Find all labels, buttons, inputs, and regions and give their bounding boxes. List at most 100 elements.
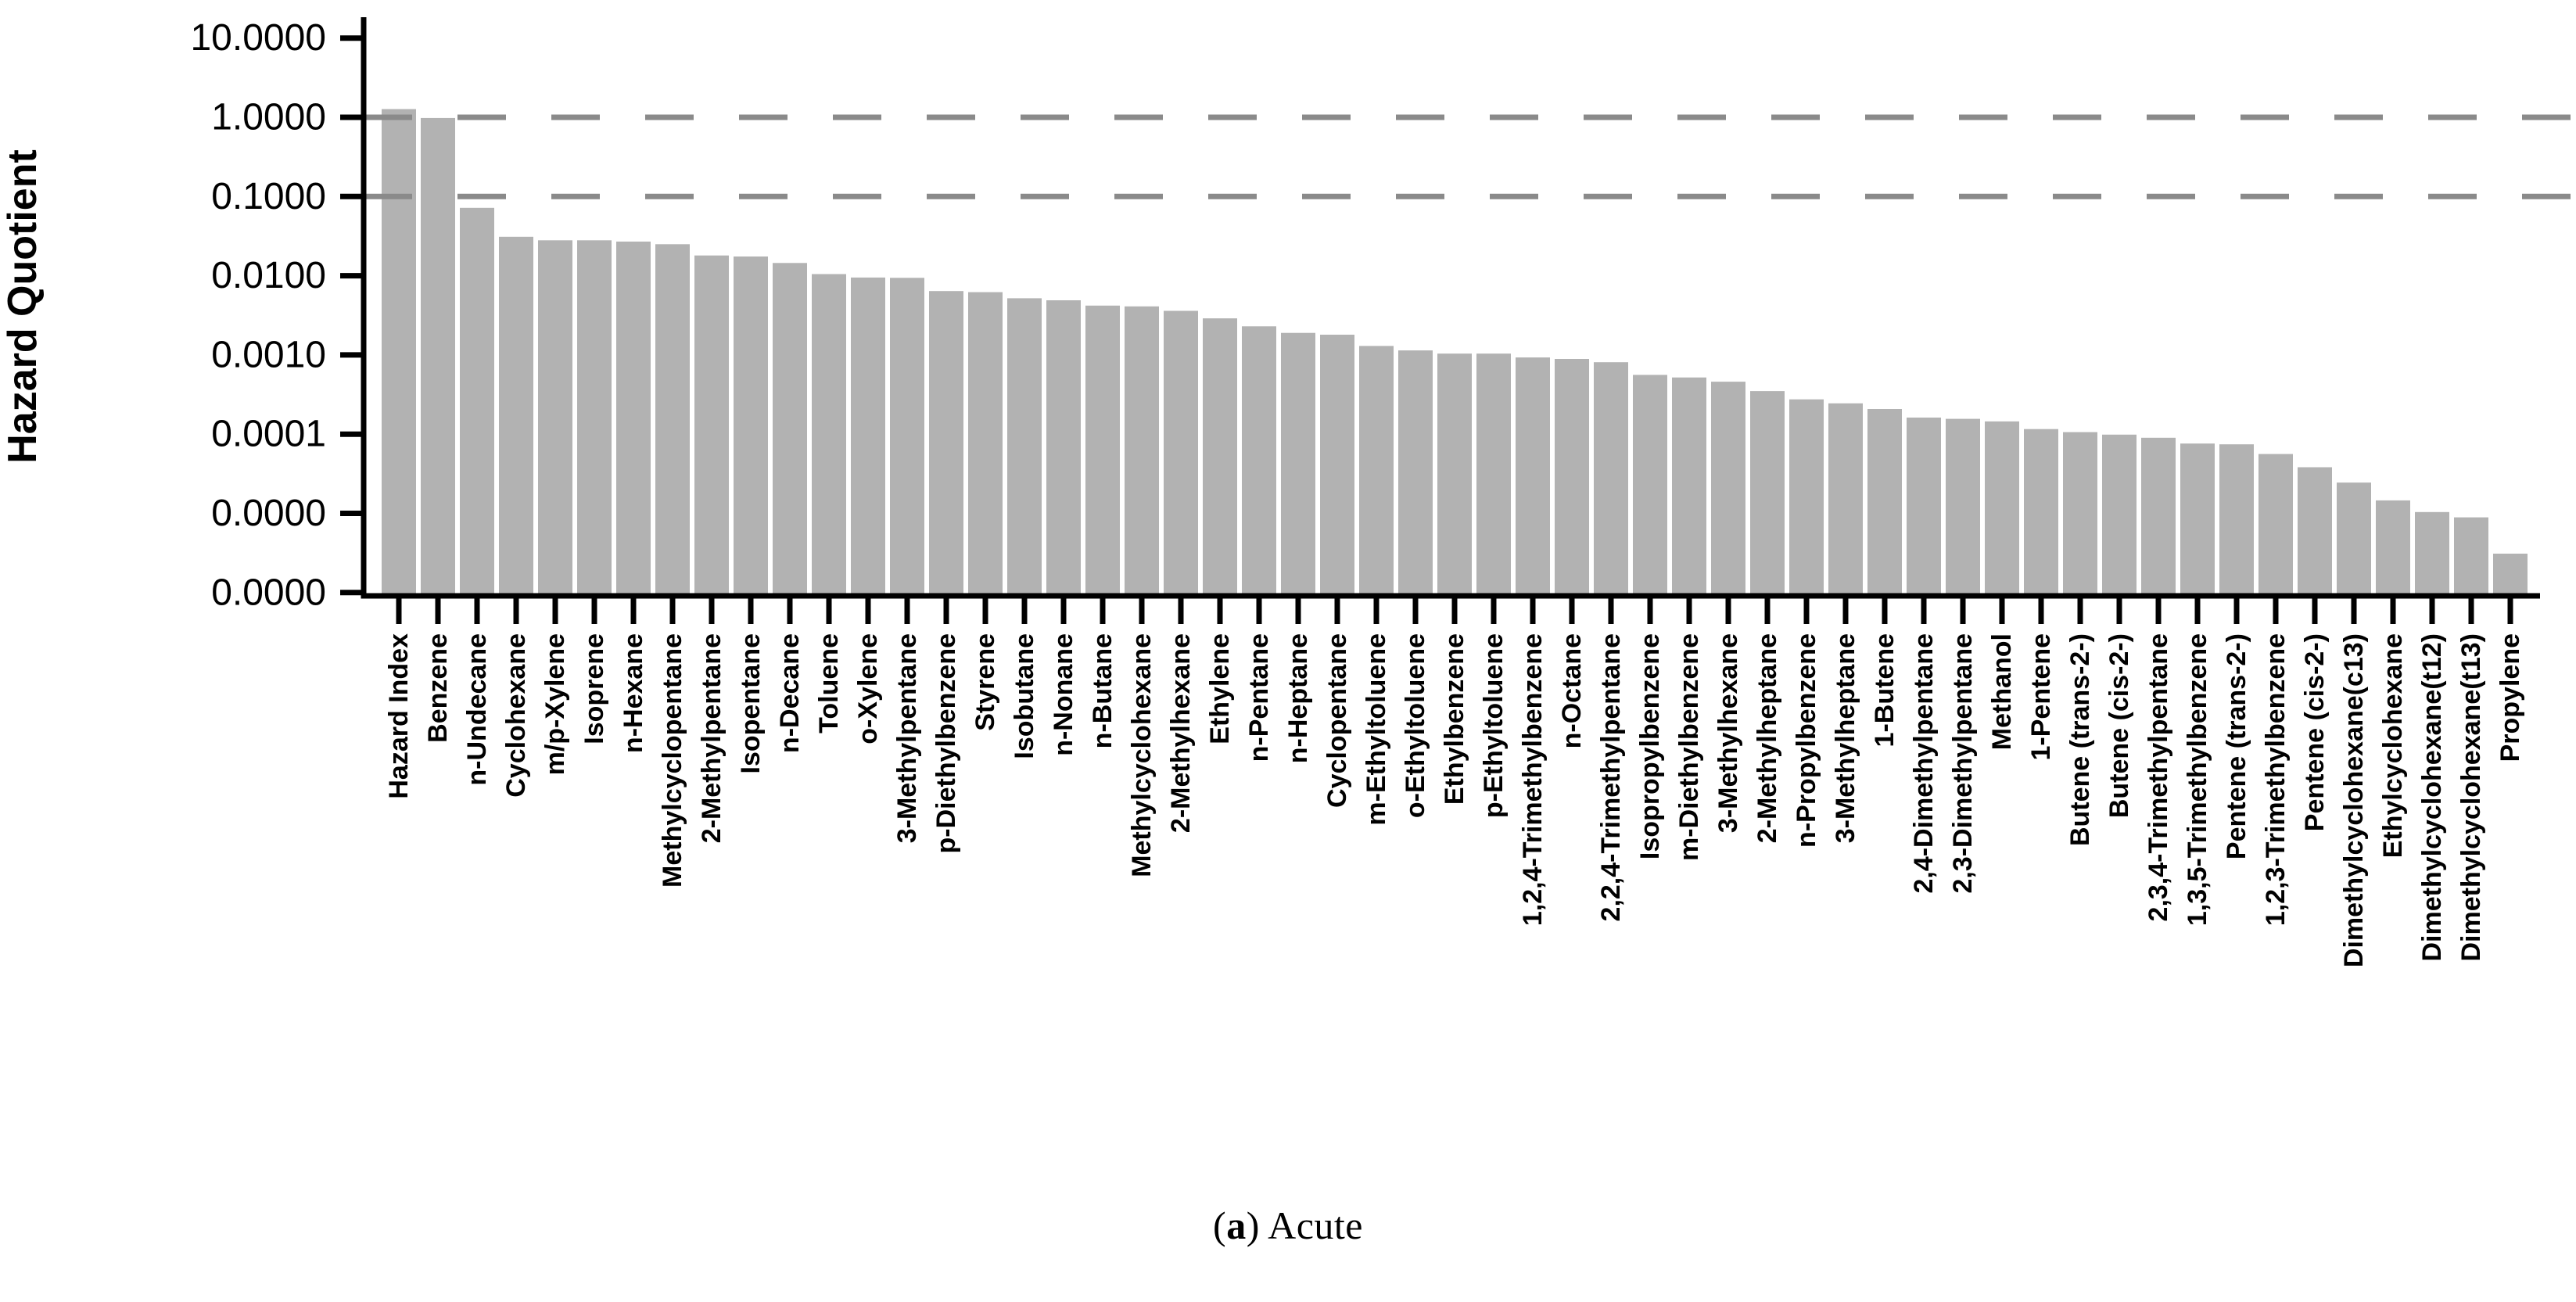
bar (734, 256, 768, 596)
bar (1555, 359, 1589, 596)
bar (421, 117, 455, 596)
bar (2454, 517, 2488, 596)
bar (616, 241, 651, 596)
x-tick-label: n-Hexane (619, 633, 648, 753)
x-tick-label: Ethylbenzene (1440, 633, 1469, 805)
bar (1907, 418, 1941, 596)
x-tick-label: n-Heptane (1283, 633, 1313, 763)
x-tick-label: Methylcyclohexane (1127, 633, 1157, 877)
x-tick-label: n-Octane (1557, 633, 1587, 748)
y-tick-label: 0.0000 (211, 493, 326, 534)
x-tick-label: Ethylene (1205, 633, 1235, 744)
x-tick-label: Styrene (970, 633, 1000, 731)
bar (1437, 353, 1472, 596)
y-tick-label: 0.0000 (211, 572, 326, 613)
y-tick-label: 0.1000 (211, 176, 326, 217)
bar (968, 292, 1003, 596)
bar (812, 274, 846, 596)
x-tick-label: 1,2,4-Trimethylbenzene (1518, 633, 1548, 926)
bar (2376, 500, 2410, 596)
y-tick-labels-group: 10.0000 1.0000 0.1000 0.0100 0.0010 0.0001 0.0… (190, 17, 364, 613)
x-tick-label: 3-Methylhexane (1713, 633, 1743, 833)
x-tick-label: Isopropylbenzene (1635, 633, 1665, 859)
hazard-quotient-bar-chart: 10.0000 1.0000 0.1000 0.0100 0.0010 0.0001 0.0… (0, 17, 2573, 967)
x-tick-label: Cyclopentane (1322, 633, 1352, 808)
y-tick-label: 10.0000 (190, 17, 326, 59)
figure-caption: (a) Acute (0, 1203, 2576, 1248)
bar (1398, 350, 1433, 596)
bar (577, 240, 612, 596)
bar (1516, 357, 1550, 596)
bar (1476, 353, 1511, 596)
bar (1985, 421, 2019, 596)
bar (1046, 300, 1081, 596)
x-tick-label: Dimethylcyclohexane(t12) (2417, 633, 2447, 962)
y-axis-title: Hazard Quotient (0, 149, 45, 464)
bar (1007, 298, 1042, 596)
x-tick-label: Isobutane (1010, 633, 1039, 759)
bar (499, 236, 533, 596)
bar (2415, 511, 2449, 596)
bars-group (382, 109, 2528, 596)
x-tick-label: m-Ethyltoluene (1362, 633, 1391, 826)
bar (890, 278, 924, 596)
bar (1320, 335, 1354, 596)
x-tick-label: Butene (trans-2-) (2065, 633, 2095, 846)
bar (1359, 346, 1394, 596)
bar (2298, 467, 2332, 596)
x-tick-label: p-Diethylbenzene (931, 633, 961, 853)
bar (1085, 305, 1120, 596)
bar (2219, 444, 2254, 596)
bar (2337, 482, 2371, 596)
axes-group (361, 17, 2540, 599)
x-tick-label: Butene (cis-2-) (2104, 633, 2134, 818)
x-tick-label: Methanol (1987, 633, 2017, 750)
x-tick-label: Isoprene (579, 633, 609, 744)
bar (1281, 332, 1315, 596)
bar (1633, 375, 1667, 596)
bar (1867, 409, 1902, 596)
caption-pre: ( (1213, 1203, 1227, 1247)
x-tick-label: m-Diethylbenzene (1674, 633, 1704, 861)
x-tick-label: n-Undecane (462, 633, 492, 786)
x-tick-label: n-Nonane (1049, 633, 1078, 756)
x-tick-label: 2,4-Dimethylpentane (1909, 633, 1939, 894)
caption-post: ) Acute (1246, 1203, 1363, 1247)
x-tick-label: 1,2,3-Trimethylbenzene (2261, 633, 2291, 926)
bar (460, 207, 494, 596)
x-tick-label: Methylcyclopentane (658, 633, 687, 888)
x-tick-label: Ethylcyclohexane (2378, 633, 2408, 858)
x-tick-label: 2,3-Dimethylpentane (1948, 633, 1978, 894)
bar (2102, 434, 2137, 596)
bar (1672, 377, 1706, 596)
x-tick-label: n-Pentane (1244, 633, 1274, 762)
x-tick-label: 3-Methylheptane (1831, 633, 1860, 843)
x-tick-label: Toluene (814, 633, 844, 733)
bar (929, 291, 963, 596)
bar (1946, 418, 1980, 596)
reference-lines-group (364, 114, 2573, 199)
bar (1125, 306, 1159, 596)
bar (1750, 391, 1785, 596)
y-tick-label: 1.0000 (211, 97, 326, 138)
x-tick-label: Hazard Index (384, 633, 414, 799)
x-tick-labels-group: Hazard Index Benzene n-Undecane Cyclohexane… (384, 598, 2525, 967)
x-tick-label: 2-Methylpentane (697, 633, 727, 843)
x-tick-label: 1,3,5-Trimethylbenzene (2183, 633, 2212, 926)
bar (1164, 310, 1198, 596)
x-tick-label: 2,3,4-Trimethylpentane (2144, 633, 2173, 921)
x-tick-label: n-Butane (1088, 633, 1118, 748)
y-tick-label: 0.0001 (211, 414, 326, 455)
x-tick-label: m/p-Xylene (540, 633, 570, 775)
x-tick-label: Pentene (cis-2-) (2300, 633, 2330, 831)
bar (2493, 554, 2528, 596)
x-tick-label: Propylene (2495, 633, 2525, 762)
bar (2141, 437, 2176, 596)
x-tick-label: Dimethylcyclohexane(t13) (2456, 633, 2486, 962)
x-tick-label: 1-Butene (1870, 633, 1900, 747)
x-tick-label: n-Decane (775, 633, 805, 753)
bar (1594, 362, 1628, 596)
y-tick-label: 0.0100 (211, 255, 326, 296)
bar (2180, 443, 2215, 596)
bar (851, 277, 885, 596)
